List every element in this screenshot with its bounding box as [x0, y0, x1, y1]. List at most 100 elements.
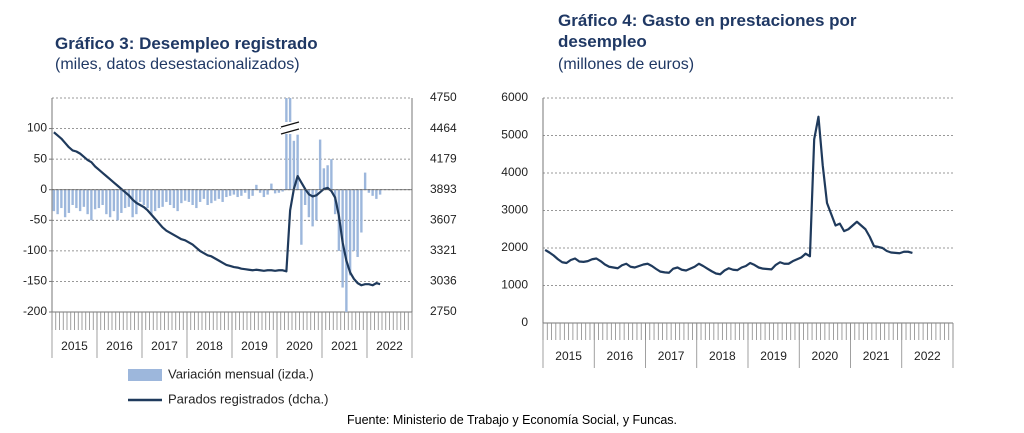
bar — [217, 189, 221, 199]
bar — [75, 189, 78, 209]
chart-subtitle: (millones de euros) — [558, 56, 695, 73]
y-tick-label: 100 — [27, 121, 47, 135]
bar — [206, 189, 209, 205]
bar — [371, 189, 374, 196]
bar — [348, 189, 352, 276]
bar — [165, 189, 168, 202]
bar — [262, 189, 266, 198]
bar — [277, 189, 281, 193]
x-tick-label: 2016 — [106, 339, 133, 353]
bar — [307, 189, 311, 218]
bar — [112, 189, 116, 212]
bar — [86, 189, 89, 215]
y-tick-label: 5000 — [501, 128, 528, 142]
bar — [187, 189, 191, 202]
x-tick-label: 2017 — [151, 339, 178, 353]
axis-break — [280, 121, 300, 128]
x-tick-label: 2022 — [914, 349, 941, 363]
bar — [375, 189, 378, 199]
bar — [101, 189, 104, 205]
bar — [213, 189, 217, 201]
y-tick-label: 50 — [34, 151, 48, 165]
y2-tick-label: 4464 — [430, 121, 457, 135]
bar — [247, 189, 251, 199]
bar — [127, 189, 131, 207]
chart-subtitle: (miles, datos desestacionalizados) — [55, 56, 300, 73]
bar — [71, 189, 74, 205]
x-tick-label: 2017 — [658, 349, 685, 363]
bar — [142, 189, 146, 205]
y2-tick-label: 2750 — [430, 304, 457, 318]
bar — [195, 189, 198, 209]
bar — [183, 189, 187, 201]
line — [544, 115, 913, 276]
bar — [322, 168, 326, 190]
bar — [281, 189, 284, 192]
x-tick-label: 2016 — [607, 349, 634, 363]
bar — [378, 189, 382, 195]
bar — [296, 134, 299, 190]
bar — [318, 139, 322, 190]
y-tick-label: 2000 — [501, 240, 528, 254]
x-tick-label: 2021 — [863, 349, 890, 363]
bar — [243, 189, 247, 193]
y2-tick-label: 4750 — [430, 90, 457, 104]
bar — [300, 189, 303, 245]
chart-title: Gráfico 3: Desempleo registrado — [55, 34, 318, 53]
bar — [228, 189, 232, 196]
bar — [198, 189, 202, 202]
bar — [157, 189, 161, 209]
axis-break — [280, 128, 300, 135]
bar — [67, 189, 71, 213]
y2-tick-label: 3321 — [430, 243, 457, 257]
y2-tick-label: 3036 — [430, 274, 457, 288]
x-tick-label: 2021 — [331, 339, 358, 353]
bar — [255, 184, 258, 190]
line — [53, 131, 381, 287]
bar — [225, 189, 228, 198]
x-tick-label: 2020 — [286, 339, 313, 353]
bar — [345, 189, 348, 312]
legend-label: Parados registrados (dcha.) — [168, 391, 328, 406]
bar — [120, 189, 123, 213]
x-tick-label: 2015 — [555, 349, 582, 363]
axis-break — [281, 122, 299, 134]
y-tick-label: -50 — [30, 212, 48, 226]
bar — [288, 98, 292, 190]
y-tick-label: 0 — [40, 182, 47, 196]
bar — [251, 189, 254, 196]
y-tick-label: 3000 — [501, 203, 528, 217]
bar — [78, 189, 82, 212]
bar — [150, 189, 153, 215]
bar — [240, 189, 243, 196]
bar — [273, 189, 277, 194]
bar — [108, 189, 112, 218]
bar — [285, 98, 288, 190]
plot-area — [52, 98, 382, 312]
bar — [360, 189, 363, 233]
bar — [210, 189, 213, 204]
bar — [116, 189, 119, 221]
bar — [367, 189, 371, 193]
bar — [52, 189, 56, 212]
y-tick-label: -200 — [23, 304, 47, 318]
bar — [105, 189, 108, 215]
x-tick-label: 2020 — [812, 349, 839, 363]
bar — [176, 189, 179, 212]
legend-label: Variación mensual (izda.) — [168, 366, 314, 381]
bar — [311, 189, 314, 227]
y-tick-label: 4000 — [501, 165, 528, 179]
bar — [138, 189, 142, 202]
bar — [146, 189, 149, 209]
chart-title: Gráfico 4: Gasto en prestaciones por des… — [558, 11, 857, 51]
bar — [326, 165, 329, 190]
bar — [180, 189, 183, 204]
y2-tick-label: 4179 — [430, 151, 457, 165]
bar — [93, 189, 97, 210]
bar — [56, 189, 59, 215]
source: Fuente: Ministerio de Trabajo y Economía… — [346, 413, 678, 427]
bar — [330, 159, 333, 190]
bar — [303, 189, 307, 205]
